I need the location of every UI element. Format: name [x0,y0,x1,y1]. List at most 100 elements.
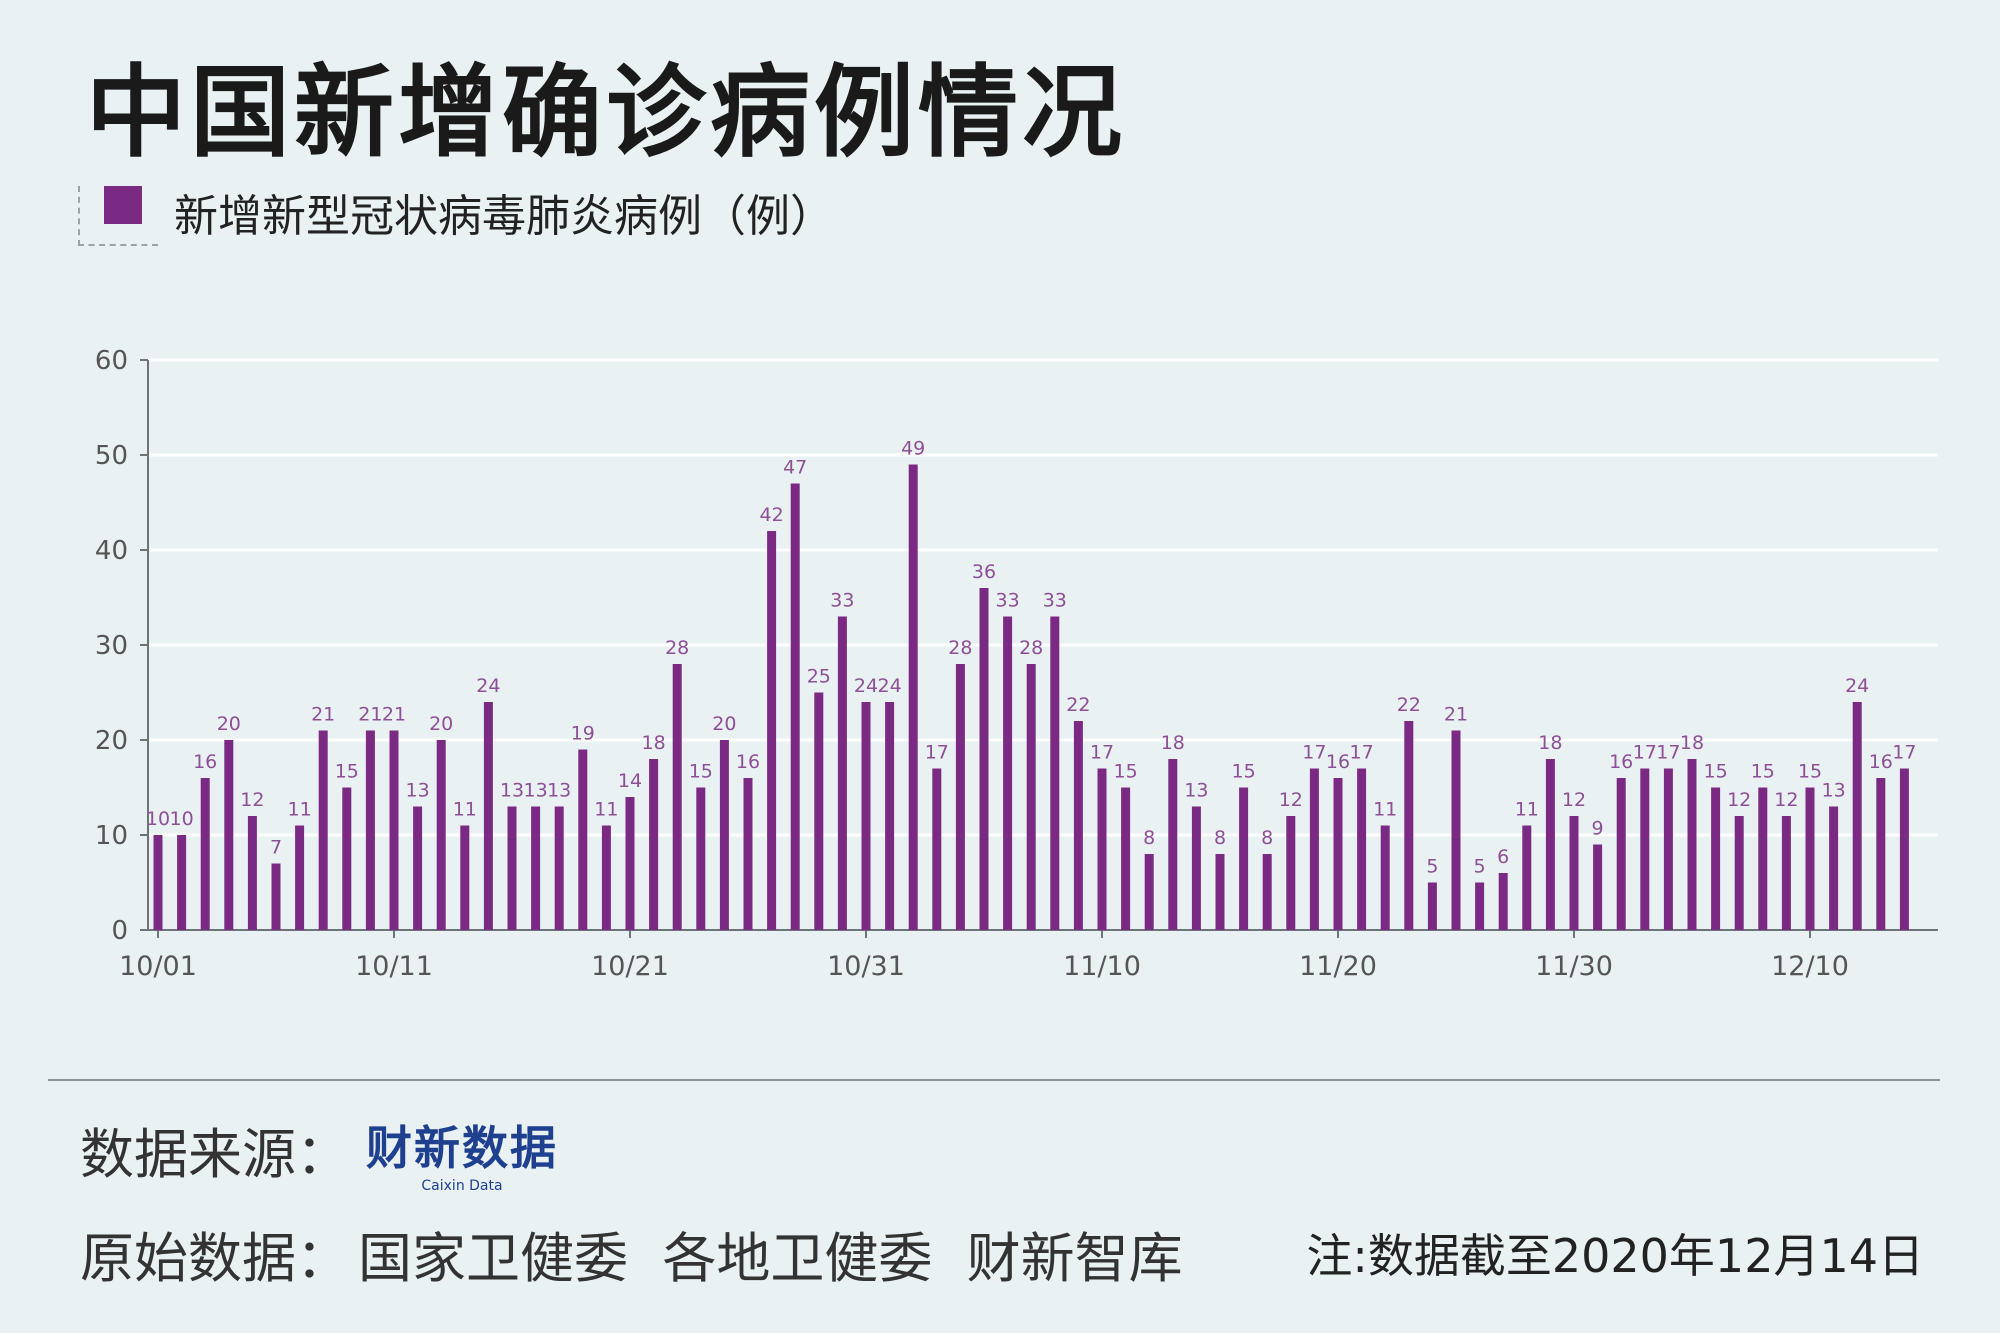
y-tick-label: 20 [95,726,128,756]
bar-data-label: 6 [1497,846,1509,868]
bar-data-label: 22 [1066,694,1090,716]
x-tick-label: 11/10 [1063,951,1141,982]
x-tick-label: 11/30 [1535,951,1613,982]
bar-data-label: 22 [1397,694,1421,716]
bar-data-label: 21 [311,704,335,726]
bar [601,825,611,930]
bar-data-label: 13 [500,780,524,802]
x-tick-label: 10/01 [119,951,197,982]
bar-data-label: 20 [712,713,736,735]
bar [200,778,210,930]
bar-data-label: 7 [270,837,282,859]
bar [672,664,682,930]
bar [1144,854,1154,930]
bar-data-label: 15 [689,761,713,783]
bar [436,740,446,930]
logo-subtext: Caixin Data [421,1178,503,1194]
bar-data-label: 24 [878,675,902,697]
bar-data-label: 25 [807,666,831,688]
bar [1640,768,1650,930]
bar [507,806,517,930]
bar-data-label: 11 [1515,799,1539,821]
bar [1545,759,1555,930]
bar-data-label: 20 [429,713,453,735]
x-tick-label: 11/20 [1299,951,1377,982]
bar-data-label: 13 [547,780,571,802]
bar [1876,778,1886,930]
bar [1498,873,1508,930]
bar [1357,768,1367,930]
bar-data-label: 16 [1326,751,1350,773]
bar-data-label: 17 [1633,742,1657,764]
bar [177,835,187,930]
bar-data-label: 12 [1774,789,1798,811]
bar [1711,787,1721,930]
bar [1663,768,1673,930]
bar-data-label: 16 [193,751,217,773]
bar [247,816,257,930]
bar-data-label: 15 [1704,761,1728,783]
bar-data-label: 19 [571,723,595,745]
bar [696,787,706,930]
bar-data-label: 33 [1043,590,1067,612]
bar [1073,721,1083,930]
bar-data-label: 12 [1562,789,1586,811]
bar-data-label: 42 [760,504,784,526]
bar [1781,816,1791,930]
bar-data-label: 14 [618,770,642,792]
x-tick-label: 10/21 [591,951,669,982]
bar-data-label: 17 [1090,742,1114,764]
y-tick-label: 40 [95,536,128,566]
bar-data-label: 10 [170,808,194,830]
bar [1309,768,1319,930]
bar [719,740,729,930]
bar [1404,721,1414,930]
bar [1121,787,1131,930]
bar [1003,616,1013,930]
bar-data-label: 47 [783,457,807,479]
bar-data-label: 21 [1444,704,1468,726]
bar-data-label: 17 [1656,742,1680,764]
bar-data-label: 17 [1302,742,1326,764]
bar-data-label: 49 [901,438,925,460]
bar-data-label: 16 [1869,751,1893,773]
x-tick-label: 10/11 [355,951,433,982]
bar [1168,759,1178,930]
bar-data-label: 24 [854,675,878,697]
bar [1734,816,1744,930]
bar-data-label: 33 [830,590,854,612]
bar [1191,806,1201,930]
y-tick-label: 30 [95,631,128,661]
bar [365,730,375,930]
bar-data-label: 5 [1474,856,1486,878]
bar-data-label: 18 [1538,732,1562,754]
bar [389,730,399,930]
bar [649,759,659,930]
bar [483,702,493,930]
bar-data-label: 11 [594,799,618,821]
bar [1262,854,1272,930]
bar-data-label: 11 [1373,799,1397,821]
bar-data-label: 24 [476,675,500,697]
y-tick-label: 10 [95,821,128,851]
bar [578,749,588,930]
bar-data-label: 18 [642,732,666,754]
legend-frame [78,186,158,246]
bar [814,692,824,930]
bar-data-label: 13 [1822,780,1846,802]
bar [1286,816,1296,930]
bar-data-label: 28 [948,637,972,659]
bar [295,825,305,930]
y-tick-label: 0 [111,916,128,946]
source-label: 数据来源： [80,1123,350,1186]
bar-data-label: 12 [240,789,264,811]
bar [1829,806,1839,930]
original-data-label: 原始数据： [80,1227,350,1290]
bar [1026,664,1036,930]
bar [531,806,541,930]
bar-data-label: 36 [972,561,996,583]
bar-data-label: 15 [335,761,359,783]
bar [1593,844,1603,930]
bar-data-label: 24 [1845,675,1869,697]
